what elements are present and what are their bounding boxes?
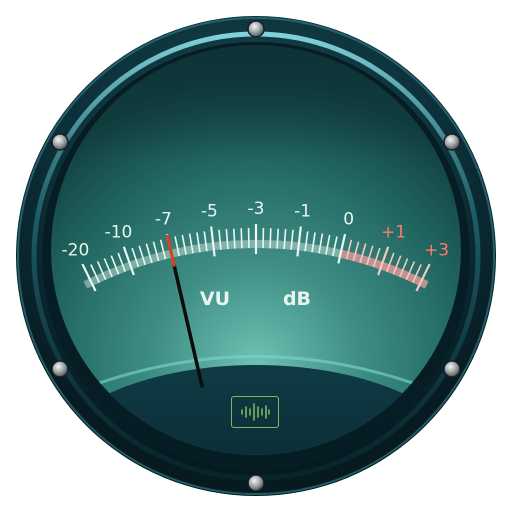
minor-tick — [103, 258, 113, 278]
minor-tick — [352, 241, 360, 262]
minor-tick — [283, 229, 287, 250]
minor-tick — [110, 255, 120, 275]
minor-tick — [240, 228, 243, 249]
minor-tick — [325, 234, 331, 255]
minor-tick — [131, 247, 140, 268]
minor-tick — [311, 232, 316, 253]
minor-tick — [318, 233, 324, 254]
scale-label: +1 — [381, 223, 406, 243]
screw-icon — [443, 360, 461, 378]
minor-tick — [276, 228, 280, 249]
needle — [165, 234, 204, 388]
minor-tick — [159, 239, 167, 260]
unit-label-vu: VU — [200, 288, 230, 310]
minor-tick — [117, 252, 126, 273]
minor-tick — [90, 264, 101, 283]
scale-label: -1 — [294, 202, 311, 222]
red-zone-arc — [339, 249, 429, 289]
minor-tick — [366, 245, 374, 266]
sound-wave-icon — [231, 396, 279, 428]
scale: -20-10-7 -5 -3 -1 0+1+3 — [62, 199, 449, 292]
minor-tick — [411, 264, 422, 283]
minor-tick — [188, 233, 194, 254]
needle-tip — [165, 234, 176, 267]
scale-label: +3 — [424, 241, 449, 261]
major-tick — [296, 226, 302, 257]
scale-label: -7 — [155, 210, 172, 230]
minor-tick — [232, 228, 236, 249]
minor-tick — [203, 231, 208, 252]
major-tick — [377, 246, 390, 276]
minor-tick — [290, 229, 294, 250]
unit-label-db: dB — [283, 288, 311, 310]
minor-tick — [304, 231, 309, 252]
minor-tick — [345, 239, 353, 260]
scale-label: -3 — [248, 199, 265, 219]
screw-icon — [443, 133, 461, 151]
minor-tick — [399, 258, 409, 278]
screw-icon — [247, 474, 265, 492]
minor-tick — [138, 245, 146, 266]
minor-tick — [392, 255, 402, 275]
minor-tick — [145, 243, 153, 264]
minor-tick — [174, 236, 180, 257]
minor-tick — [218, 229, 222, 250]
minor-tick — [372, 247, 381, 268]
scale-label: -20 — [62, 241, 90, 261]
major-tick — [81, 263, 97, 292]
minor-tick — [152, 241, 160, 262]
major-tick — [415, 263, 431, 292]
screw-icon — [51, 360, 69, 378]
screw-icon — [247, 20, 265, 38]
needle-hub-cover — [51, 365, 461, 455]
scale-label: 0 — [343, 210, 354, 230]
major-tick — [337, 233, 347, 264]
major-tick — [122, 246, 135, 276]
needle-shaft — [172, 263, 204, 388]
scale-label: -5 — [201, 202, 218, 222]
bezel-screws — [51, 20, 461, 492]
screw-icon — [51, 133, 69, 151]
minor-tick — [405, 261, 416, 281]
minor-tick — [386, 252, 395, 273]
minor-tick — [196, 232, 201, 253]
scale-label: -10 — [105, 223, 133, 243]
minor-tick — [359, 243, 367, 264]
minor-tick — [332, 236, 338, 257]
minor-tick — [225, 229, 229, 250]
major-tick — [210, 226, 216, 257]
minor-tick — [96, 261, 107, 281]
minor-tick — [181, 234, 187, 255]
minor-tick — [269, 228, 272, 249]
